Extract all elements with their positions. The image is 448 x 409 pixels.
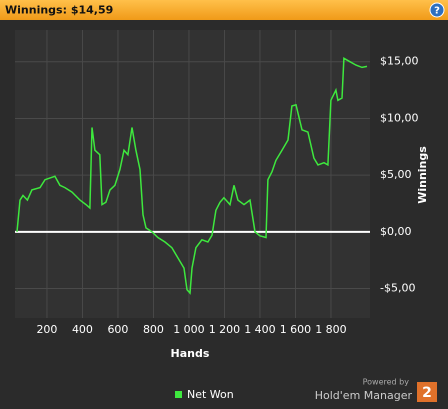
x-tick-label: 1 600: [280, 323, 312, 336]
powered-by: Powered by: [363, 378, 410, 387]
y-tick-label: -$5,00: [380, 282, 415, 295]
y-axis-label: Winnings: [416, 146, 429, 204]
x-axis-label: Hands: [171, 347, 210, 360]
x-tick-label: 400: [72, 323, 93, 336]
legend-label: Net Won: [187, 388, 234, 401]
brand-logo-number: 2: [422, 385, 432, 401]
y-tick-label: $15,00: [380, 55, 419, 68]
plot: [15, 57, 370, 295]
y-tick-label: $0,00: [380, 225, 412, 238]
x-tick-label: 600: [107, 323, 128, 336]
x-tick-label: 1 400: [244, 323, 276, 336]
x-tick-label: 1 800: [315, 323, 347, 336]
x-tick-label: 200: [36, 323, 57, 336]
x-tick-label: 800: [143, 323, 164, 336]
series-line: [16, 57, 368, 295]
header-title: Winnings: $14,59: [5, 4, 113, 17]
x-tick-label: 1 200: [209, 323, 241, 336]
plot-area: [15, 30, 370, 318]
help-icon[interactable]: [429, 2, 445, 18]
y-tick-label: $10,00: [380, 111, 419, 124]
header-bar: [0, 0, 448, 20]
legend-swatch: [175, 391, 182, 398]
x-tick-label: 1 000: [173, 323, 205, 336]
y-tick-label: $5,00: [380, 168, 412, 181]
help-icon-label[interactable]: ?: [434, 6, 440, 17]
legend: Net Won: [175, 388, 234, 401]
brand-name: Hold'em Manager: [315, 389, 413, 402]
brand-logo: [417, 382, 437, 402]
